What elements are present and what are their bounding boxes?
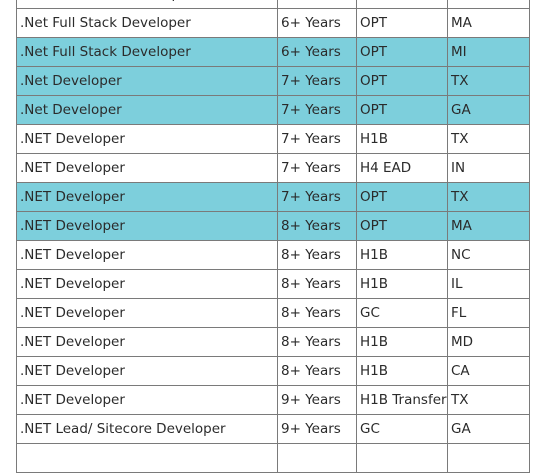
visa-cell: OPT — [356, 95, 448, 125]
visa-cell: H1B Transfer — [356, 385, 448, 415]
experience-cell: 8+ Years — [277, 327, 357, 357]
visa-cell: H1B — [356, 269, 448, 299]
state-cell: TX — [447, 124, 530, 154]
state-cell: TX — [447, 385, 530, 415]
table-row: .NET Developer 7+ Years H4 EAD IN — [16, 153, 530, 183]
visa-cell: H1B — [356, 327, 448, 357]
experience-cell: 9+ Years — [277, 414, 357, 444]
role-cell: .NET Developer — [16, 211, 278, 241]
experience-cell: 7+ Years — [277, 182, 357, 212]
role-cell: .NET Lead/ Sitecore Developer — [16, 414, 278, 444]
role-cell: .NET Developer — [16, 124, 278, 154]
table-row: .NET Full Stack Developer — [16, 0, 530, 9]
state-cell: FL — [447, 298, 530, 328]
experience-cell — [277, 443, 357, 473]
experience-cell: 8+ Years — [277, 269, 357, 299]
visa-cell: H1B — [356, 356, 448, 386]
role-cell: .Net Full Stack Developer — [16, 37, 278, 67]
table-row: .NET Developer 7+ Years H1B TX — [16, 124, 530, 154]
visa-cell — [356, 443, 448, 473]
role-cell: .NET Developer — [16, 356, 278, 386]
visa-cell: OPT — [356, 37, 448, 67]
visa-cell: H4 EAD — [356, 153, 448, 183]
experience-cell: 6+ Years — [277, 8, 357, 38]
role-cell — [16, 443, 278, 473]
table-row: .NET Developer 7+ Years OPT TX — [16, 182, 530, 212]
role-cell: .NET Developer — [16, 182, 278, 212]
state-cell: CA — [447, 356, 530, 386]
state-cell: MA — [447, 211, 530, 241]
table-row: .Net Developer 7+ Years OPT GA — [16, 95, 530, 125]
state-cell: MI — [447, 37, 530, 67]
table-row: .NET Developer 8+ Years H1B CA — [16, 356, 530, 386]
state-cell: GA — [447, 95, 530, 125]
visa-cell: H1B — [356, 124, 448, 154]
role-cell: .NET Developer — [16, 240, 278, 270]
experience-cell: 7+ Years — [277, 153, 357, 183]
experience-cell: 7+ Years — [277, 124, 357, 154]
experience-cell: 8+ Years — [277, 211, 357, 241]
role-cell: .NET Developer — [16, 385, 278, 415]
table-row: .Net Developer 7+ Years OPT TX — [16, 66, 530, 96]
experience-cell: 8+ Years — [277, 240, 357, 270]
state-cell: GA — [447, 414, 530, 444]
state-cell — [447, 0, 530, 9]
table-row: .NET Developer 8+ Years H1B NC — [16, 240, 530, 270]
candidate-table: .NET Full Stack Developer.Net Full Stack… — [16, 0, 530, 473]
visa-cell: GC — [356, 298, 448, 328]
table-row: .NET Developer 8+ Years OPT MA — [16, 211, 530, 241]
state-cell: MA — [447, 8, 530, 38]
experience-cell: 8+ Years — [277, 298, 357, 328]
role-cell: .NET Full Stack Developer — [16, 0, 278, 9]
role-cell: .NET Developer — [16, 327, 278, 357]
table-row: .Net Full Stack Developer 6+ Years OPT MA — [16, 8, 530, 38]
experience-cell: 8+ Years — [277, 356, 357, 386]
experience-cell: 7+ Years — [277, 66, 357, 96]
role-cell: .NET Developer — [16, 298, 278, 328]
state-cell — [447, 443, 530, 473]
table-row: .NET Lead/ Sitecore Developer 9+ Years GC G… — [16, 414, 530, 444]
role-cell: .NET Developer — [16, 153, 278, 183]
state-cell: TX — [447, 182, 530, 212]
role-cell: .Net Full Stack Developer — [16, 8, 278, 38]
experience-cell: 6+ Years — [277, 37, 357, 67]
experience-cell: 7+ Years — [277, 95, 357, 125]
state-cell: IL — [447, 269, 530, 299]
visa-cell — [356, 0, 448, 9]
role-cell: .Net Developer — [16, 66, 278, 96]
state-cell: MD — [447, 327, 530, 357]
visa-cell: OPT — [356, 8, 448, 38]
experience-cell: 9+ Years — [277, 385, 357, 415]
visa-cell: H1B — [356, 240, 448, 270]
visa-cell: GC — [356, 414, 448, 444]
table-row: .NET Developer 8+ Years H1B MD — [16, 327, 530, 357]
visa-cell: OPT — [356, 211, 448, 241]
table-row: .Net Full Stack Developer 6+ Years OPT MI — [16, 37, 530, 67]
table-row — [16, 443, 530, 473]
role-cell: .NET Developer — [16, 269, 278, 299]
visa-cell: OPT — [356, 66, 448, 96]
role-cell: .Net Developer — [16, 95, 278, 125]
state-cell: NC — [447, 240, 530, 270]
state-cell: IN — [447, 153, 530, 183]
visa-cell: OPT — [356, 182, 448, 212]
table-row: .NET Developer 9+ Years H1B Transfer TX — [16, 385, 530, 415]
state-cell: TX — [447, 66, 530, 96]
experience-cell — [277, 0, 357, 9]
table-row: .NET Developer 8+ Years GC FL — [16, 298, 530, 328]
table-row: .NET Developer 8+ Years H1B IL — [16, 269, 530, 299]
candidate-table-body: .NET Full Stack Developer.Net Full Stack… — [16, 0, 530, 473]
